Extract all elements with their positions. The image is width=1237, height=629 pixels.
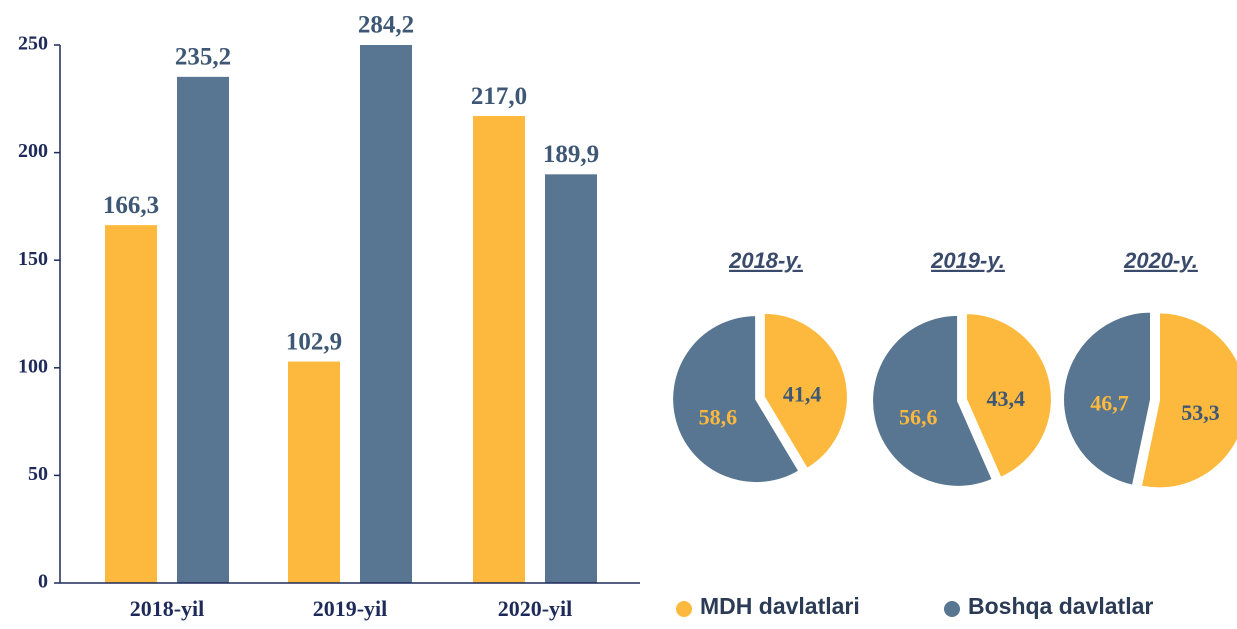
bar <box>105 225 157 583</box>
y-tick-label: 250 <box>18 33 48 55</box>
value-label: 235,2 <box>175 44 231 71</box>
pie-title: 2019-y. <box>930 248 1005 273</box>
bar <box>545 174 597 583</box>
y-tick-label: 150 <box>18 248 48 270</box>
pie-label: 43,4 <box>987 386 1026 411</box>
pie-slice <box>1062 310 1153 487</box>
pie-slice <box>671 314 801 485</box>
value-label: 217,0 <box>471 83 527 110</box>
pie-label: 58,6 <box>699 405 738 430</box>
bar <box>473 116 525 583</box>
pie-label: 56,6 <box>899 404 938 429</box>
y-tick-label: 100 <box>18 355 48 377</box>
pie-label: 41,4 <box>783 381 822 406</box>
pie-slice <box>762 311 849 471</box>
value-label: 102,9 <box>286 328 342 355</box>
pie-slice <box>871 313 995 488</box>
legend-marker <box>676 601 692 617</box>
x-tick-label: 2020-yil <box>498 596 573 621</box>
x-tick-label: 2018-yil <box>130 596 205 621</box>
value-label: 166,3 <box>103 192 159 219</box>
legend-marker <box>944 601 960 617</box>
pie-label: 53,3 <box>1181 400 1220 425</box>
plot-area <box>105 45 597 583</box>
bar <box>177 76 229 583</box>
value-label: 284,2 <box>358 12 414 39</box>
y-tick-label: 0 <box>38 571 48 593</box>
pie-title: 2020-y. <box>1123 248 1198 273</box>
value-label: 189,9 <box>543 141 599 168</box>
bar <box>288 361 340 583</box>
pie-title: 2018-y. <box>728 248 803 273</box>
pie-label: 46,7 <box>1090 390 1129 415</box>
legend-label: Boshqa davlatlar <box>968 593 1153 619</box>
y-tick-label: 200 <box>18 140 48 162</box>
x-tick-label: 2019-yil <box>313 596 388 621</box>
pie-slice <box>1139 311 1237 490</box>
pie-slice <box>964 312 1053 480</box>
legend-label: MDH davlatlari <box>700 593 860 619</box>
y-tick-label: 50 <box>28 463 48 485</box>
bar <box>360 45 412 583</box>
